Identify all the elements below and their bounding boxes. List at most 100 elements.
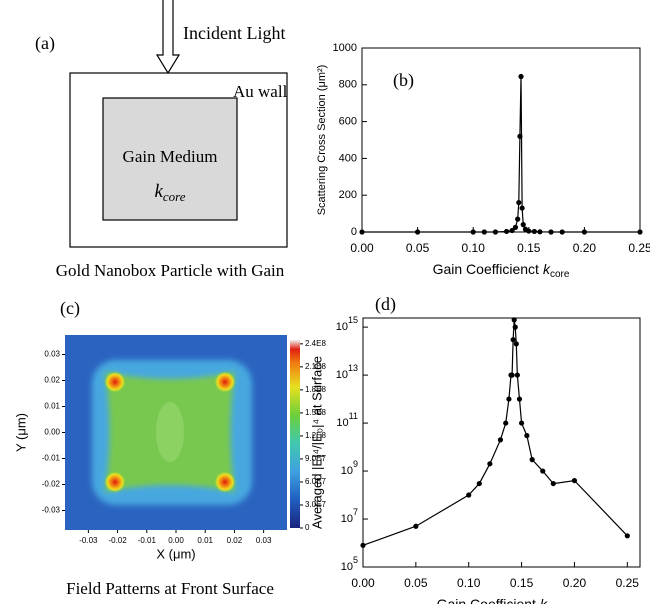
x-label-symbol: k (543, 261, 551, 277)
data-point (516, 396, 523, 402)
data-point (581, 229, 588, 235)
panel-a: (a) Incident Light Au wall Gain Medium k… (35, 0, 288, 280)
colorbar-tick-label: 1.8E8 (305, 385, 326, 394)
data-point (529, 457, 535, 463)
data-point (413, 523, 419, 529)
colorbar-tick-label: 2.1E8 (305, 362, 326, 371)
y-tick-label: 0.01 (44, 402, 60, 411)
data-point (511, 317, 517, 323)
x-tick-label: 0.15 (510, 576, 534, 590)
y-tick-label: -0.03 (42, 506, 61, 515)
y-tick-label: 200 (339, 189, 357, 201)
y-tick-label: 0.00 (44, 428, 60, 437)
y-tick-label: 0.03 (44, 350, 60, 359)
data-point (516, 199, 522, 206)
colorbar-tick-label: 1.2E8 (305, 431, 326, 440)
data-point (624, 533, 630, 539)
x-tick-label: 0.05 (404, 576, 428, 590)
hotspot (214, 371, 236, 393)
data-point (520, 222, 526, 228)
x-tick-label: 0.20 (573, 241, 597, 255)
x-tick-label: 0.10 (462, 241, 486, 255)
x-tick-label: -0.02 (108, 536, 127, 545)
x-axis-label: Gain Coefficientkcore (437, 596, 567, 604)
data-point (509, 372, 515, 378)
data-point (571, 477, 578, 484)
data-point (497, 437, 504, 443)
x-tick-label: 0.00 (351, 576, 375, 590)
x-tick-label: 0.02 (227, 536, 243, 545)
wall-label: Au wall (233, 82, 288, 101)
y-axis-label: Scattering Cross Section (μm²) (316, 65, 328, 216)
data-point (470, 229, 476, 235)
data-point (524, 433, 530, 439)
data-point (517, 133, 523, 139)
gain-medium (102, 97, 238, 221)
y-tick-label: 0 (351, 226, 357, 238)
y-tick-label: 400 (339, 152, 357, 164)
y-tick-label: 107 (341, 507, 358, 525)
plot-frame (362, 317, 641, 568)
data-point (548, 229, 554, 235)
line-chart: 0.00 0.05 0.10 0.15 0.20 0.25 105 107 109 1011 101… (309, 315, 641, 604)
panel-label: (c) (60, 298, 80, 319)
y-tick-label: 1015 (336, 315, 358, 333)
data-point (492, 229, 499, 235)
colorbar-tick-label: 2.4E8 (305, 339, 326, 348)
data-point (512, 224, 519, 230)
y-tick-label: 1011 (336, 411, 358, 429)
x-tick-label: -0.03 (79, 536, 98, 545)
x-label: Gain Coefficient (437, 596, 536, 604)
x-label-symbol: k (540, 596, 548, 604)
data-point (503, 228, 510, 235)
x-tick-label: -0.01 (138, 536, 157, 545)
y-axis-label: Averaged |E|⁴/|E₀|⁴ at Surface (309, 356, 324, 529)
x-tick-label: 0.00 (168, 536, 184, 545)
data-point (503, 420, 509, 426)
data-line (362, 76, 640, 233)
data-point (518, 420, 525, 426)
data-point (518, 73, 524, 80)
caption: Field Patterns at Front Surface (66, 579, 274, 598)
y-tick-label: -0.02 (42, 480, 61, 489)
panel-label: (d) (375, 294, 396, 315)
x-tick-label: 0.15 (517, 241, 541, 255)
data-point (531, 228, 537, 235)
colorbar-tick-label: 9.0E7 (305, 454, 326, 463)
colorbar-tick-label: 6.0E7 (305, 477, 326, 486)
x-tick-label: 0.01 (197, 536, 213, 545)
x-tick-label: 0.25 (616, 576, 640, 590)
data-point (359, 229, 365, 235)
panel-label: (a) (35, 33, 55, 54)
y-tick-label: 0.02 (44, 376, 60, 385)
data-point (550, 480, 556, 487)
heatmap-chart: -0.03 -0.02 -0.01 0.00 0.01 0.02 0.03 -0.03 -0.0… (13, 339, 326, 598)
y-tick-label: 800 (339, 79, 357, 91)
data-point (540, 468, 546, 474)
x-axis-label: Gain Coefficienct kcore (433, 261, 570, 280)
hotspot (104, 371, 126, 393)
x-tick-label: 0.25 (628, 241, 650, 255)
data-point (519, 205, 525, 211)
y-tick-label: 1000 (333, 42, 357, 54)
data-point (509, 227, 515, 234)
data-point (526, 228, 532, 234)
colorbar-tick-label: 1.5E8 (305, 408, 326, 417)
colorbar-tick-label: 0 (305, 523, 310, 532)
data-point (515, 216, 521, 222)
hotspot (104, 471, 126, 493)
data-point (415, 229, 421, 235)
data-point (637, 229, 643, 235)
x-tick-label: 0.00 (350, 241, 374, 255)
data-point (360, 542, 366, 548)
colorbar-tick-label: 3.0E7 (305, 500, 326, 509)
x-label: Gain Coefficienct (433, 261, 539, 277)
y-tick-label: 109 (341, 459, 358, 477)
heatmap-image (65, 335, 300, 530)
panel-label: (b) (393, 70, 414, 91)
x-label-subscript: core (550, 269, 570, 280)
data-point (514, 372, 520, 378)
x-tick-label: 0.05 (406, 241, 430, 255)
k-subscript: core (163, 189, 186, 204)
hotspot (214, 471, 236, 493)
